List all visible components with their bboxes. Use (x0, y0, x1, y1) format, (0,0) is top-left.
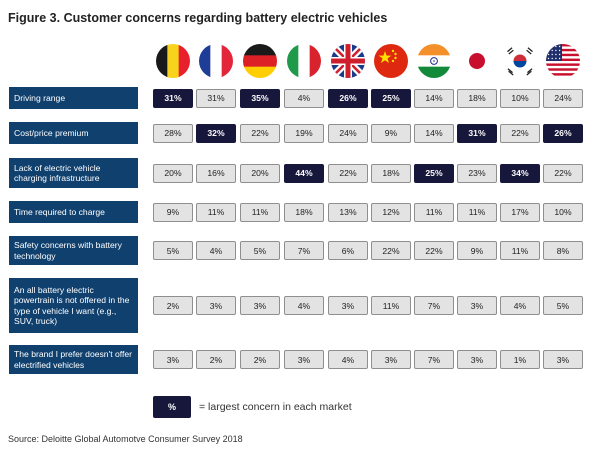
value-cell: 8% (543, 241, 583, 260)
value-cell: 20% (240, 163, 280, 183)
row-label: Safety concerns with battery technology (9, 236, 138, 265)
row-label: Time required to charge (9, 201, 138, 223)
value-cell: 24% (543, 88, 583, 108)
value-cell: 10% (543, 202, 583, 222)
value-cell: 14% (414, 123, 454, 143)
figure-title: Figure 3. Customer concerns regarding ba… (8, 11, 388, 25)
value-cell: 3% (284, 350, 324, 369)
value-cell: 3% (240, 296, 280, 315)
value-cell: 9% (371, 123, 411, 143)
value-cell: 22% (371, 241, 411, 260)
value-cell: 11% (196, 202, 236, 222)
uk-flag-icon (331, 44, 365, 78)
value-cell: 11% (500, 241, 540, 260)
value-cell: 9% (457, 241, 497, 260)
value-cell-highlight: 32% (196, 123, 236, 143)
value-cell: 7% (284, 241, 324, 260)
value-cell: 3% (196, 296, 236, 315)
value-cell: 3% (543, 350, 583, 369)
value-cell: 14% (414, 88, 454, 108)
value-cell: 7% (414, 350, 454, 369)
value-cell: 11% (371, 296, 411, 315)
value-cell: 19% (284, 123, 324, 143)
value-cell: 3% (457, 350, 497, 369)
row-label: Driving range (9, 87, 138, 109)
value-cell: 3% (457, 296, 497, 315)
value-cell-highlight: 44% (284, 163, 324, 183)
value-cell-highlight: 25% (371, 88, 411, 108)
value-cell: 22% (240, 123, 280, 143)
value-cell: 17% (500, 202, 540, 222)
value-cell-highlight: 35% (240, 88, 280, 108)
value-cell: 5% (240, 241, 280, 260)
value-cell-highlight: 34% (500, 163, 540, 183)
germany-flag-icon (243, 44, 277, 78)
value-cell: 3% (371, 350, 411, 369)
value-cell: 10% (500, 88, 540, 108)
value-cell: 12% (371, 202, 411, 222)
value-cell-highlight: 25% (414, 163, 454, 183)
value-cell: 5% (153, 241, 193, 260)
value-cell: 2% (240, 350, 280, 369)
value-cell: 23% (457, 163, 497, 183)
india-flag-icon (417, 44, 451, 78)
value-cell: 9% (153, 202, 193, 222)
legend-swatch: % (153, 396, 191, 418)
value-cell: 18% (457, 88, 497, 108)
value-cell-highlight: 31% (457, 123, 497, 143)
source-note: Source: Deloitte Global Automotve Consum… (8, 434, 243, 444)
value-cell: 11% (414, 202, 454, 222)
belgium-flag-icon (156, 44, 190, 78)
value-cell: 28% (153, 123, 193, 143)
value-cell: 4% (284, 296, 324, 315)
china-flag-icon (374, 44, 408, 78)
legend-text: = largest concern in each market (199, 401, 352, 413)
value-cell: 13% (328, 202, 368, 222)
value-cell: 4% (500, 296, 540, 315)
south-korea-flag-icon (503, 44, 537, 78)
value-cell: 22% (500, 123, 540, 143)
value-cell: 18% (284, 202, 324, 222)
row-label: Lack of electric vehicle charging infras… (9, 158, 138, 188)
value-cell: 4% (284, 88, 324, 108)
value-cell: 3% (153, 350, 193, 369)
value-cell: 24% (328, 123, 368, 143)
row-label: An all battery electric powertrain is no… (9, 278, 138, 333)
value-cell: 3% (328, 296, 368, 315)
value-cell: 4% (196, 241, 236, 260)
value-cell: 20% (153, 163, 193, 183)
value-cell: 18% (371, 163, 411, 183)
value-cell: 1% (500, 350, 540, 369)
japan-flag-icon (460, 44, 494, 78)
usa-flag-icon (546, 44, 580, 78)
value-cell: 4% (328, 350, 368, 369)
france-flag-icon (199, 44, 233, 78)
value-cell: 2% (196, 350, 236, 369)
row-label: Cost/price premium (9, 122, 138, 144)
value-cell-highlight: 31% (153, 88, 193, 108)
value-cell-highlight: 26% (543, 123, 583, 143)
value-cell: 22% (328, 163, 368, 183)
value-cell: 22% (414, 241, 454, 260)
value-cell: 2% (153, 296, 193, 315)
value-cell: 22% (543, 163, 583, 183)
italy-flag-icon (287, 44, 321, 78)
value-cell: 31% (196, 88, 236, 108)
value-cell: 6% (328, 241, 368, 260)
value-cell: 11% (457, 202, 497, 222)
value-cell: 5% (543, 296, 583, 315)
value-cell: 16% (196, 163, 236, 183)
value-cell-highlight: 26% (328, 88, 368, 108)
value-cell: 7% (414, 296, 454, 315)
row-label: The brand I prefer doesn't offer electri… (9, 345, 138, 374)
value-cell: 11% (240, 202, 280, 222)
